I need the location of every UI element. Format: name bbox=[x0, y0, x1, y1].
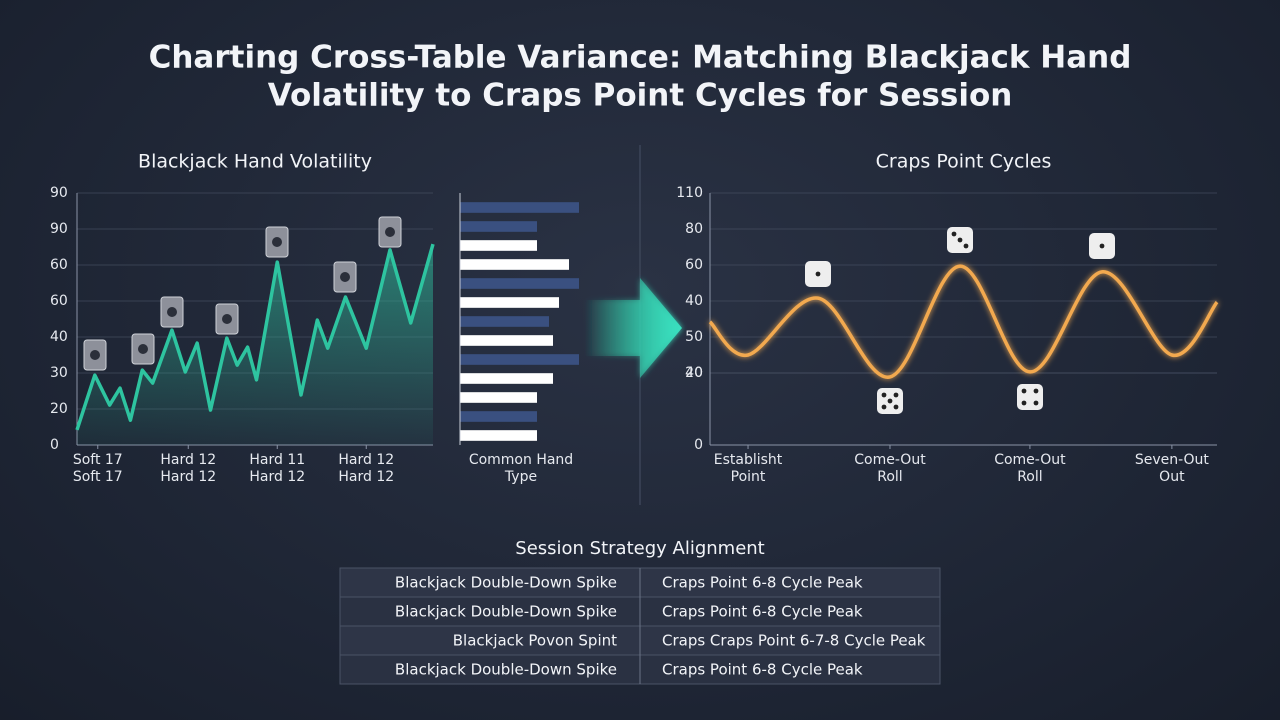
card-suit bbox=[90, 350, 100, 360]
die-pip bbox=[1021, 400, 1027, 406]
card-suit bbox=[272, 237, 282, 247]
line bbox=[75, 243, 435, 431]
die-pip bbox=[1099, 243, 1105, 249]
bar bbox=[460, 221, 537, 232]
table-cell: Blackjack Double-Down Spike bbox=[395, 661, 617, 679]
die-pip bbox=[1021, 388, 1027, 394]
y-tick-label: 40 bbox=[685, 293, 703, 309]
x-tick-label: Hard 12 bbox=[249, 469, 305, 485]
y-tick-label: 30 bbox=[50, 365, 68, 381]
axis-label: Type bbox=[504, 469, 537, 485]
table-title: Session Strategy Alignment bbox=[515, 538, 764, 559]
die-pip bbox=[951, 231, 957, 237]
y-tick-label: 60 bbox=[50, 257, 68, 273]
table: Blackjack Double-Down Spike Craps Point 6… bbox=[339, 567, 941, 685]
card-suit bbox=[340, 272, 350, 282]
die-pip bbox=[815, 271, 821, 277]
die-pip bbox=[893, 392, 899, 398]
bar bbox=[460, 373, 553, 384]
y-tick-label: 0 bbox=[50, 437, 59, 453]
x-tick-label: Establisht bbox=[714, 452, 783, 468]
table-cell: Craps Point 6-8 Cycle Peak bbox=[662, 574, 863, 592]
y-tick-label: 50 bbox=[685, 329, 703, 345]
x-tick-label: Hard 12 bbox=[338, 452, 394, 468]
y-tick-label: 90 bbox=[50, 185, 68, 201]
bar bbox=[460, 202, 579, 213]
card-suit bbox=[385, 227, 395, 237]
line bbox=[708, 264, 1219, 379]
bar bbox=[460, 259, 569, 270]
x-tick-label: Out bbox=[1159, 469, 1185, 485]
die-pip bbox=[1033, 400, 1039, 406]
die-pip bbox=[881, 392, 887, 398]
card-suit bbox=[167, 307, 177, 317]
x-tick-label: Hard 12 bbox=[160, 452, 216, 468]
die-pip bbox=[957, 237, 963, 243]
table-cell: Craps Point 6-8 Cycle Peak bbox=[662, 603, 863, 621]
x-tick-label: Roll bbox=[1017, 469, 1042, 485]
table-cell: Blackjack Povon Spint bbox=[453, 632, 617, 650]
title-line: Charting Cross-Table Variance: Matching … bbox=[149, 40, 1132, 76]
x-tick-label: Soft 17 bbox=[73, 469, 123, 485]
x-tick-label: Point bbox=[731, 469, 766, 485]
bar bbox=[460, 240, 537, 251]
card-suit bbox=[138, 344, 148, 354]
y-tick-label: 20 bbox=[685, 365, 703, 381]
die-pip bbox=[881, 404, 887, 410]
bar bbox=[460, 316, 549, 327]
card-suit bbox=[222, 314, 232, 324]
y-tick-label: 0 bbox=[694, 437, 703, 453]
area bbox=[77, 244, 433, 445]
bar bbox=[460, 297, 559, 308]
die-pip bbox=[1033, 388, 1039, 394]
x-tick-label: Soft 17 bbox=[73, 452, 123, 468]
die bbox=[1017, 384, 1043, 410]
y-tick-label: 60 bbox=[685, 257, 703, 273]
y-tick-label: 40 bbox=[50, 329, 68, 345]
die-pip bbox=[893, 404, 899, 410]
x-tick-label: Roll bbox=[877, 469, 902, 485]
y-tick-label: 80 bbox=[685, 221, 703, 237]
table-cell: Craps Craps Point 6-7-8 Cycle Peak bbox=[662, 632, 926, 650]
x-tick-label: Hard 12 bbox=[338, 469, 394, 485]
die-pip bbox=[887, 398, 893, 404]
y-tick-label: 40 bbox=[685, 365, 703, 381]
x-tick-label: Come-Out bbox=[994, 452, 1066, 468]
y-tick-label: 20 bbox=[50, 401, 68, 417]
bar bbox=[460, 278, 579, 289]
bar bbox=[460, 430, 537, 441]
table-cell: Craps Point 6-8 Cycle Peak bbox=[662, 661, 863, 679]
axis-label: Common Hand bbox=[469, 452, 573, 468]
arrow bbox=[585, 278, 682, 378]
y-tick-label: 60 bbox=[50, 293, 68, 309]
bar bbox=[460, 392, 537, 403]
bar bbox=[460, 335, 553, 346]
chart-title: Blackjack Hand Volatility bbox=[138, 151, 372, 173]
y-tick-label: 110 bbox=[676, 185, 703, 201]
y-tick-label: 90 bbox=[50, 221, 68, 237]
bar bbox=[460, 354, 579, 365]
x-tick-label: Hard 11 bbox=[249, 452, 305, 468]
title-line: Volatility to Craps Point Cycles for Ses… bbox=[268, 78, 1013, 114]
table-cell: Blackjack Double-Down Spike bbox=[395, 603, 617, 621]
table-cell: Blackjack Double-Down Spike bbox=[395, 574, 617, 592]
bar bbox=[460, 411, 537, 422]
x-tick-label: Seven-Out bbox=[1135, 452, 1210, 468]
x-tick-label: Hard 12 bbox=[160, 469, 216, 485]
die-pip bbox=[963, 243, 969, 249]
x-tick-label: Come-Out bbox=[854, 452, 926, 468]
chart-title: Craps Point Cycles bbox=[876, 151, 1052, 173]
